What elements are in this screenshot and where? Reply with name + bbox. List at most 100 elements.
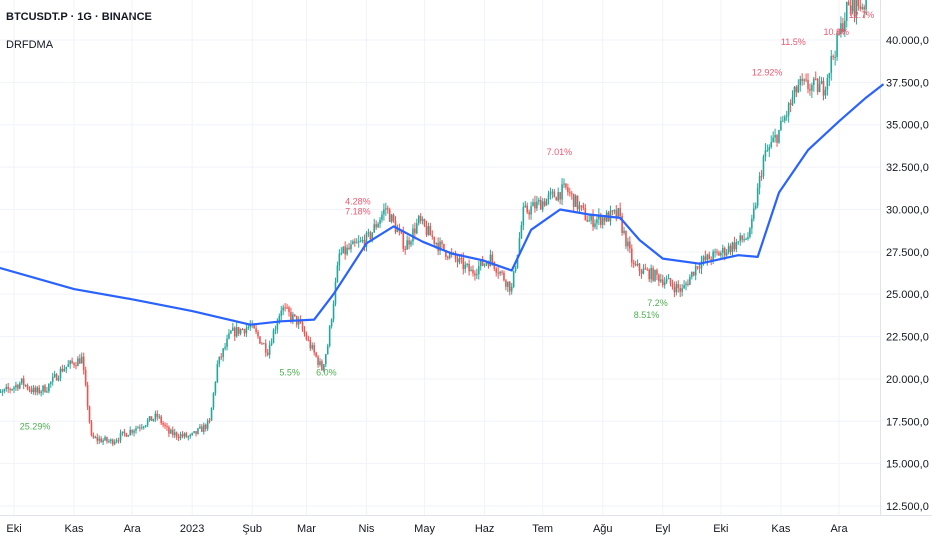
candle-body	[383, 209, 385, 215]
candle-body	[365, 233, 368, 247]
candle-body	[249, 325, 252, 327]
candle-body	[402, 232, 405, 249]
candle-body	[110, 439, 112, 442]
candle-body	[22, 378, 25, 386]
candle-body	[702, 256, 705, 262]
percent-label: 7.2%	[647, 298, 668, 308]
candle-body	[79, 358, 81, 364]
indicator-name[interactable]: DRFDMA	[6, 39, 54, 51]
candle-body	[48, 383, 50, 392]
candle-body	[629, 241, 631, 249]
candle-body	[80, 356, 83, 364]
candle-body	[510, 286, 513, 292]
candle-body	[491, 254, 494, 263]
candle-body	[220, 356, 223, 358]
candle-body	[354, 241, 356, 244]
candle-body	[237, 327, 240, 334]
candle-body	[111, 439, 114, 445]
candle-body	[553, 191, 556, 198]
candle-body	[429, 226, 432, 236]
candle-body	[760, 176, 763, 178]
symbol-title[interactable]: BTCUSDT.P · 1G · BINANCE	[6, 11, 152, 23]
candle-body	[319, 361, 321, 365]
candle-body	[749, 228, 751, 237]
candle-body	[483, 263, 486, 266]
candle-body	[638, 263, 641, 272]
candle-body	[855, 0, 858, 17]
candle-body	[396, 229, 399, 233]
candle-body	[443, 243, 445, 251]
candle-body	[5, 386, 8, 390]
candle-body	[476, 274, 478, 276]
candle-body	[536, 201, 538, 209]
candle-body	[235, 327, 238, 337]
candle-body	[357, 241, 360, 243]
time-axis-label: Eki	[713, 523, 728, 535]
candle-body	[785, 115, 788, 117]
candle-body	[377, 223, 379, 228]
candle-body	[814, 78, 817, 80]
candle-body	[379, 219, 381, 224]
candle-body	[679, 288, 681, 292]
candle-body	[805, 79, 807, 81]
candle-body	[373, 224, 376, 233]
time-axis-label: Haz	[475, 523, 495, 535]
candle-body	[266, 352, 269, 355]
percent-label: 11.5%	[781, 37, 806, 47]
candle-body	[160, 416, 162, 424]
candle-body	[735, 242, 738, 250]
candle-body	[410, 241, 412, 245]
candle-body	[129, 429, 131, 436]
candle-body	[19, 383, 21, 389]
candle-body	[0, 392, 2, 394]
candle-body	[448, 252, 451, 259]
candle-body	[725, 252, 728, 256]
candle-body	[172, 429, 174, 436]
candle-body	[503, 272, 505, 281]
candle-body	[311, 345, 314, 349]
candle-body	[441, 241, 443, 244]
candle-body	[772, 137, 774, 143]
candle-body	[464, 264, 467, 270]
candle-body	[28, 388, 31, 390]
candle-body	[706, 254, 709, 260]
candle-body	[156, 413, 159, 417]
candle-body	[727, 245, 730, 253]
candle-body	[272, 330, 275, 344]
candle-body	[853, 0, 856, 17]
candle-body	[170, 429, 172, 434]
candle-body	[627, 241, 629, 247]
candle-body	[123, 431, 126, 434]
candle-body	[836, 32, 838, 57]
candle-body	[228, 333, 230, 339]
candle-body	[284, 307, 286, 309]
candles	[0, 0, 867, 447]
candle-body	[861, 7, 864, 9]
candle-body	[844, 20, 846, 32]
candle-body	[166, 426, 168, 428]
candle-body	[135, 428, 137, 431]
candle-body	[720, 252, 722, 256]
candle-body	[286, 307, 288, 309]
time-axis-label: Ara	[124, 523, 142, 535]
candle-body	[574, 195, 577, 207]
candle-body	[505, 280, 507, 287]
candle-body	[685, 283, 687, 285]
candle-body	[809, 88, 811, 91]
candle-body	[830, 56, 833, 73]
candle-body	[768, 147, 771, 151]
candle-body	[261, 343, 263, 345]
price-axis-label: 22.500,0	[886, 332, 929, 344]
candle-body	[247, 326, 250, 329]
candle-body	[73, 363, 75, 366]
candle-body	[677, 284, 680, 289]
candle-body	[766, 150, 769, 152]
candle-body	[570, 193, 573, 195]
candle-body	[654, 270, 656, 281]
candle-body	[63, 368, 66, 372]
candle-body	[127, 435, 130, 437]
candle-body	[545, 199, 548, 206]
candle-body	[332, 303, 335, 320]
candle-body	[38, 387, 40, 394]
